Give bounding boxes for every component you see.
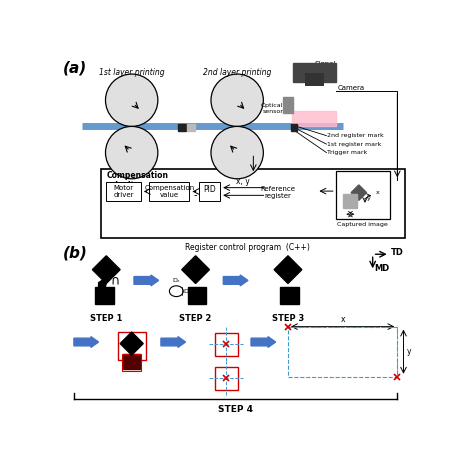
Bar: [336, 171, 390, 219]
Ellipse shape: [211, 127, 263, 179]
Text: x, y: x, y: [236, 177, 250, 186]
Bar: [199, 182, 220, 201]
Text: Trigger mark: Trigger mark: [327, 150, 368, 155]
Text: (b): (b): [63, 245, 88, 260]
FancyArrow shape: [223, 275, 248, 286]
Bar: [343, 194, 357, 208]
Text: x: x: [341, 315, 345, 324]
Text: Register control program  (C++): Register control program (C++): [185, 243, 310, 252]
Polygon shape: [351, 185, 367, 200]
Bar: [293, 63, 336, 82]
Bar: [291, 124, 297, 131]
Bar: [280, 287, 299, 304]
Bar: [215, 333, 238, 356]
Text: Captured image: Captured image: [337, 222, 388, 227]
Text: Optical
sensor: Optical sensor: [261, 103, 283, 114]
Bar: [288, 327, 397, 377]
Bar: [178, 124, 185, 131]
Text: Dₓ: Dₓ: [173, 278, 180, 284]
Bar: [149, 182, 190, 201]
Text: Compensation
value: Compensation value: [144, 185, 195, 198]
Text: Signal: Signal: [314, 61, 336, 67]
Bar: [106, 182, 141, 201]
Text: x: x: [349, 211, 352, 216]
FancyArrow shape: [251, 337, 276, 347]
Bar: [122, 354, 141, 370]
Bar: [292, 111, 336, 127]
Polygon shape: [99, 280, 106, 289]
Bar: [188, 287, 207, 304]
Text: TD: TD: [391, 248, 404, 257]
Text: x: x: [376, 190, 380, 195]
Text: Motor
driver: Motor driver: [113, 185, 134, 198]
Text: 2nd register mark: 2nd register mark: [327, 133, 384, 138]
Polygon shape: [120, 332, 143, 355]
Text: y: y: [367, 196, 370, 201]
Bar: [123, 354, 140, 369]
Bar: [187, 124, 195, 131]
Ellipse shape: [106, 74, 158, 127]
Text: PID: PID: [203, 185, 216, 194]
Polygon shape: [92, 256, 120, 284]
Bar: [215, 367, 238, 390]
Text: MD: MD: [374, 264, 390, 273]
Text: ∩: ∩: [111, 274, 120, 287]
Text: STEP 1: STEP 1: [90, 314, 123, 323]
Bar: [101, 169, 405, 238]
Text: Reference
register: Reference register: [260, 187, 296, 199]
Polygon shape: [274, 256, 302, 284]
Text: STEP 2: STEP 2: [179, 314, 212, 323]
Bar: [95, 287, 114, 304]
Text: Compensation
velocity: Compensation velocity: [106, 171, 168, 190]
Text: 1st layer printing: 1st layer printing: [99, 68, 164, 77]
Bar: [283, 97, 292, 112]
Text: STEP 3: STEP 3: [272, 314, 304, 323]
Text: Dᵧ: Dᵧ: [183, 289, 190, 294]
Ellipse shape: [211, 74, 263, 127]
FancyArrow shape: [74, 337, 99, 347]
Text: 2nd layer printing: 2nd layer printing: [203, 68, 271, 77]
Text: STEP 4: STEP 4: [218, 405, 253, 414]
Text: y: y: [407, 347, 411, 356]
Text: -: -: [194, 190, 197, 200]
Bar: [305, 72, 324, 86]
Bar: [118, 332, 146, 360]
Ellipse shape: [106, 127, 158, 179]
FancyArrow shape: [134, 275, 159, 286]
Polygon shape: [182, 256, 209, 284]
FancyArrow shape: [161, 337, 185, 347]
Text: Camera: Camera: [338, 85, 365, 91]
Text: (a): (a): [63, 61, 87, 76]
Text: 1st register mark: 1st register mark: [327, 142, 381, 147]
